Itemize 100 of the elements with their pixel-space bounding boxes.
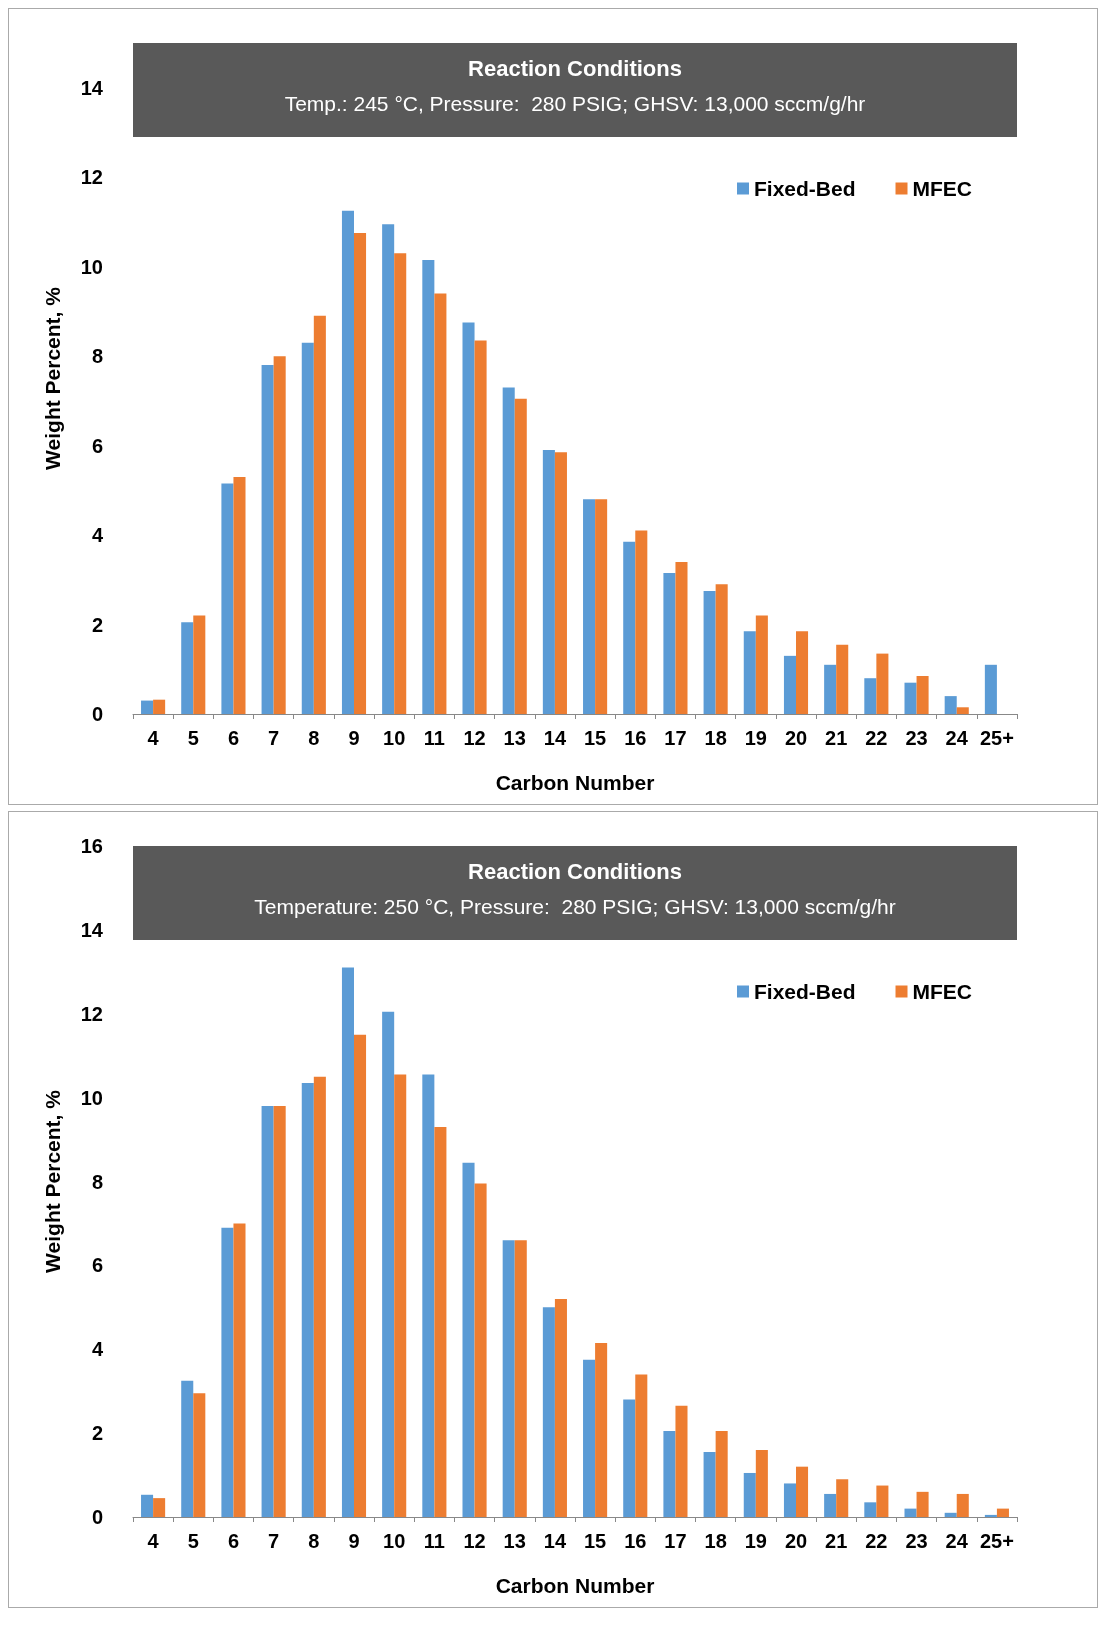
bar — [675, 561, 688, 714]
bar — [876, 653, 889, 714]
bar — [944, 696, 957, 714]
x-tick-label: 12 — [463, 727, 486, 749]
bar — [595, 1342, 608, 1517]
x-tick-label: 5 — [187, 727, 199, 749]
bar — [181, 622, 194, 714]
bar — [956, 1493, 969, 1517]
x-tick-label: 23 — [905, 727, 928, 749]
bar — [554, 1298, 567, 1517]
bar — [623, 541, 636, 714]
x-tick-label: 8 — [308, 727, 320, 749]
x-tick-label: 14 — [543, 1530, 567, 1552]
bar — [755, 1449, 768, 1517]
bar — [141, 700, 154, 714]
bar — [301, 1082, 314, 1517]
text: Temp.: 245 °C, Pressure: 280 PSIG; GHSV: 13,000 sccm/g/hr — [284, 92, 866, 115]
bar — [715, 1431, 728, 1517]
y-tick-label: 16 — [80, 835, 103, 857]
bar — [382, 224, 395, 714]
x-tick-label: 9 — [348, 727, 360, 749]
bar — [703, 1452, 716, 1517]
bar — [354, 1034, 367, 1517]
y-tick-label: 6 — [91, 1254, 103, 1277]
text: Reaction Conditions — [468, 858, 682, 884]
bar — [273, 1106, 286, 1517]
x-tick-label: 21 — [825, 727, 848, 749]
x-tick-label: 21 — [825, 1530, 848, 1552]
y-tick-label: 10 — [80, 1086, 103, 1109]
x-tick-label: 16 — [624, 727, 647, 749]
bar — [715, 584, 728, 714]
bar — [394, 253, 407, 714]
bar — [542, 1307, 555, 1517]
x-tick-label: 16 — [624, 1530, 647, 1552]
bar — [341, 210, 354, 714]
bar — [313, 315, 326, 714]
bar — [916, 675, 929, 714]
bar — [221, 483, 234, 714]
x-tick-label: 20 — [784, 727, 808, 749]
bar — [514, 1240, 527, 1517]
bar — [233, 1223, 246, 1517]
legend-label: MFEC — [912, 177, 973, 200]
bar — [783, 1483, 796, 1517]
bar — [703, 590, 716, 714]
bar — [341, 967, 354, 1517]
x-tick-label: 7 — [268, 1530, 280, 1552]
y-axis-title: Weight Percent, % — [41, 286, 64, 470]
y-tick-label: 4 — [91, 524, 104, 547]
bar — [462, 1162, 475, 1517]
bar — [824, 664, 837, 714]
x-tick-label: 9 — [348, 1530, 360, 1552]
x-tick-label: 5 — [187, 1530, 199, 1552]
y-tick-label: 10 — [80, 255, 103, 278]
bar — [864, 678, 877, 714]
x-tick-label: 24 — [945, 727, 969, 749]
x-tick-label: 8 — [308, 1530, 320, 1552]
bar — [181, 1380, 194, 1517]
bar — [635, 530, 648, 714]
legend-label: Fixed-Bed — [753, 177, 856, 200]
x-tick-label: 13 — [503, 1530, 526, 1552]
x-tick-label: 17 — [664, 1530, 687, 1552]
bar — [904, 1508, 917, 1517]
x-tick-label: 25+ — [979, 727, 1014, 749]
x-tick-label: 22 — [865, 1530, 888, 1552]
x-tick-label: 23 — [905, 1530, 928, 1552]
bar — [261, 1106, 274, 1517]
y-tick-label: 8 — [91, 345, 103, 368]
bar — [876, 1485, 889, 1517]
bar — [502, 387, 515, 714]
bar — [743, 1472, 756, 1517]
bar — [313, 1076, 326, 1517]
x-tick-label: 13 — [503, 727, 526, 749]
bar — [783, 655, 796, 714]
bar — [595, 499, 608, 714]
bar — [462, 322, 475, 714]
bar — [796, 1466, 809, 1517]
x-tick-label: 25+ — [979, 1530, 1014, 1552]
bar — [984, 664, 997, 714]
bar — [836, 644, 849, 714]
x-tick-label: 18 — [704, 727, 727, 749]
bar — [193, 1393, 206, 1517]
bar — [273, 356, 286, 714]
x-tick-label: 11 — [423, 1530, 445, 1552]
bar — [153, 699, 166, 714]
bar — [474, 340, 487, 714]
x-tick-label: 19 — [744, 727, 767, 749]
text: Reaction Conditions — [468, 55, 682, 81]
x-tick-label: 19 — [744, 1530, 767, 1552]
x-tick-label: 20 — [784, 1530, 808, 1552]
bar — [514, 398, 527, 714]
x-tick-label: 4 — [147, 1530, 160, 1552]
bar — [554, 452, 567, 714]
y-tick-label: 12 — [80, 1002, 103, 1025]
bar — [261, 365, 274, 714]
bar — [635, 1374, 648, 1517]
x-tick-label: 6 — [227, 1530, 240, 1552]
y-tick-label: 0 — [91, 1506, 103, 1528]
y-tick-label: 14 — [80, 918, 104, 941]
x-tick-label: 10 — [383, 1530, 406, 1552]
x-tick-label: 14 — [543, 727, 567, 749]
